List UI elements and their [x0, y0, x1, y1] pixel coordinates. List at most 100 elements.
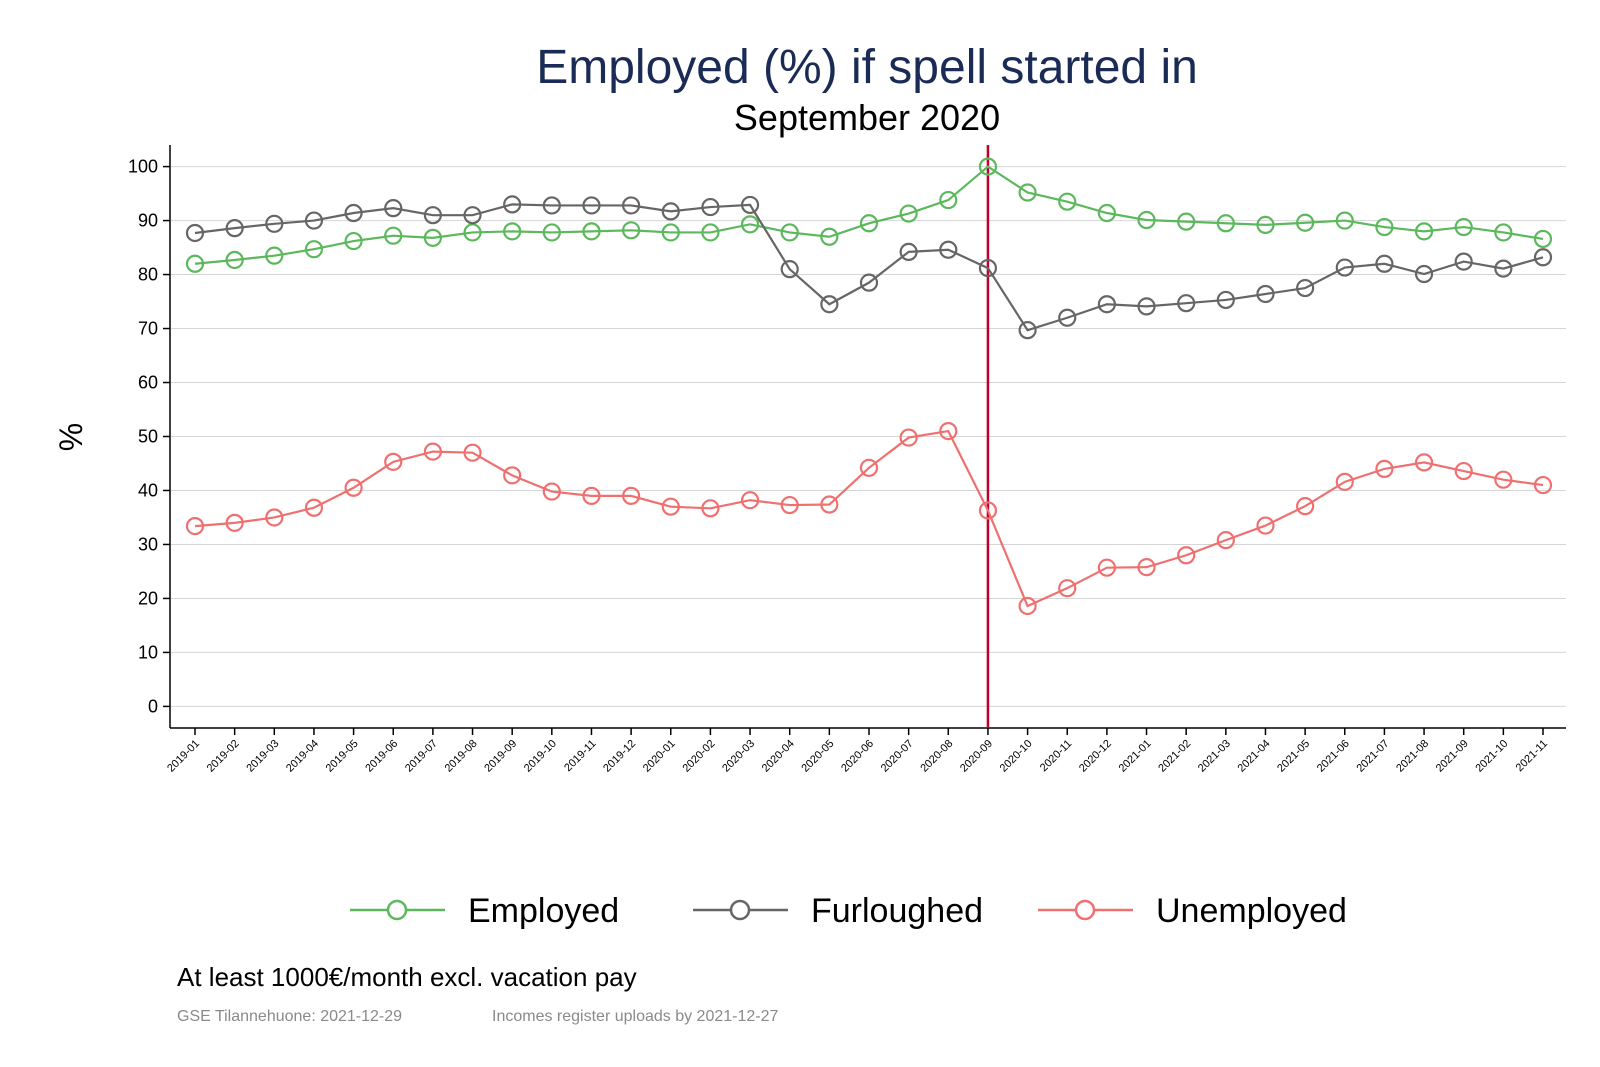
point-employed-2020-03: [740, 215, 760, 234]
point-unemployed-2021-03: [1216, 531, 1235, 550]
x-tick-label-2020-06: 2020-06: [839, 738, 876, 775]
x-tick-label-2021-02: 2021-02: [1156, 738, 1193, 775]
point-unemployed-2021-11: [1533, 475, 1553, 495]
x-tick-label-2021-11: 2021-11: [1514, 738, 1550, 774]
x-tick-label-2021-03: 2021-03: [1196, 738, 1233, 775]
point-employed-2020-01: [661, 223, 680, 242]
series-unemployed: [185, 422, 1553, 616]
point-employed-2019-06: [384, 226, 403, 245]
legend-label-employed: Employed: [468, 892, 619, 930]
point-unemployed-2019-03: [265, 508, 284, 527]
x-tick-label-2020-10: 2020-10: [998, 738, 1035, 775]
x-tick-label-2021-04: 2021-04: [1236, 738, 1273, 775]
series-layer: [185, 157, 1553, 616]
point-employed-2021-05: [1296, 213, 1315, 232]
y-tick-label-80: 80: [138, 265, 158, 285]
x-tick-label-2020-07: 2020-07: [879, 738, 916, 775]
x-tick-label-2021-08: 2021-08: [1394, 738, 1431, 775]
x-tick-label-2019-07: 2019-07: [403, 738, 440, 775]
point-employed-2021-10: [1494, 223, 1513, 242]
point-unemployed-2020-02: [701, 499, 720, 518]
point-furloughed-2020-07: [899, 242, 918, 261]
point-furloughed-2020-10: [1018, 321, 1037, 340]
x-tick-label-2019-10: 2019-10: [522, 738, 559, 775]
x-tick-label-2021-06: 2021-06: [1315, 738, 1352, 775]
point-unemployed-2019-10: [542, 482, 561, 501]
source-uploads: Incomes register uploads by 2021-12-27: [492, 1008, 778, 1025]
series-line-employed: [194, 165, 1544, 265]
y-tick-label-100: 100: [128, 157, 158, 177]
point-unemployed-2019-06: [384, 452, 403, 471]
point-furloughed-2021-07: [1375, 254, 1394, 273]
point-employed-2021-01: [1137, 210, 1156, 230]
point-furloughed-2019-12: [622, 196, 641, 215]
point-employed-2020-08: [939, 190, 958, 210]
point-employed-2019-03: [265, 246, 284, 265]
point-furloughed-2021-03: [1216, 290, 1235, 310]
point-employed-2019-10: [542, 223, 561, 242]
x-tick-label-2021-09: 2021-09: [1434, 738, 1471, 775]
point-unemployed-2019-08: [463, 443, 482, 462]
point-unemployed-2020-10: [1018, 596, 1037, 616]
y-tick-label-50: 50: [138, 427, 158, 447]
point-employed-2019-09: [503, 222, 522, 241]
legend-marker-furloughed: [729, 899, 751, 921]
point-furloughed-2021-08: [1414, 264, 1434, 284]
point-employed-2020-10: [1018, 183, 1037, 202]
x-tick-label-2020-09: 2020-09: [958, 738, 995, 775]
point-unemployed-2020-03: [740, 491, 760, 510]
x-tick-label-2019-01: 2019-01: [165, 738, 202, 775]
series-employed: [185, 157, 1553, 273]
legend-label-furloughed: Furloughed: [811, 892, 983, 930]
point-furloughed-2020-12: [1097, 295, 1116, 314]
point-furloughed-2019-07: [423, 206, 442, 225]
y-tick-label-30: 30: [138, 534, 158, 554]
x-tick-label-2020-03: 2020-03: [720, 738, 757, 775]
point-unemployed-2021-10: [1494, 470, 1513, 489]
point-furloughed-2021-09: [1454, 252, 1473, 271]
point-employed-2019-12: [622, 221, 641, 240]
point-unemployed-2020-07: [899, 428, 918, 447]
x-tick-label-2019-12: 2019-12: [601, 738, 638, 775]
x-tick-label-2019-05: 2019-05: [324, 738, 361, 775]
point-employed-2021-06: [1335, 211, 1354, 230]
point-unemployed-2019-02: [225, 513, 244, 532]
point-unemployed-2020-11: [1058, 579, 1077, 598]
point-employed-2019-01: [185, 254, 205, 273]
point-employed-2020-12: [1097, 203, 1116, 223]
point-unemployed-2020-08: [939, 422, 958, 441]
point-furloughed-2019-09: [503, 195, 522, 214]
x-tick-label-2019-08: 2019-08: [443, 738, 480, 775]
legend-marker-employed: [386, 899, 408, 921]
point-unemployed-2020-01: [661, 497, 680, 516]
x-tick-label-2019-06: 2019-06: [363, 738, 400, 775]
point-employed-2021-02: [1177, 212, 1196, 231]
point-employed-2021-03: [1216, 214, 1235, 233]
point-furloughed-2020-02: [701, 197, 720, 217]
point-unemployed-2020-12: [1097, 558, 1116, 577]
source-date: GSE Tilannehuone: 2021-12-29: [177, 1008, 402, 1025]
point-unemployed-2019-04: [304, 498, 324, 517]
point-furloughed-2020-05: [820, 295, 839, 314]
point-unemployed-2019-11: [582, 486, 601, 505]
point-unemployed-2021-07: [1375, 459, 1394, 478]
point-furloughed-2021-10: [1494, 259, 1513, 278]
chart-subtitle: September 2020: [734, 97, 1000, 138]
point-employed-2019-08: [463, 223, 482, 242]
point-unemployed-2020-09: [978, 501, 998, 520]
point-furloughed-2019-04: [304, 211, 324, 230]
x-tick-label-2021-07: 2021-07: [1354, 738, 1391, 775]
series-furloughed: [185, 195, 1553, 340]
point-unemployed-2020-05: [820, 495, 839, 514]
x-tick-label-2019-04: 2019-04: [284, 738, 321, 775]
x-tick-label-2019-11: 2019-11: [562, 738, 598, 774]
x-tick-label-2020-02: 2020-02: [680, 738, 717, 775]
point-employed-2019-04: [304, 240, 324, 259]
point-employed-2020-11: [1058, 192, 1077, 211]
legend-item-furloughed: Furloughed: [693, 892, 983, 930]
point-unemployed-2020-06: [859, 458, 879, 477]
point-employed-2020-06: [859, 214, 879, 233]
point-furloughed-2019-01: [185, 223, 205, 243]
point-employed-2021-11: [1533, 229, 1553, 249]
